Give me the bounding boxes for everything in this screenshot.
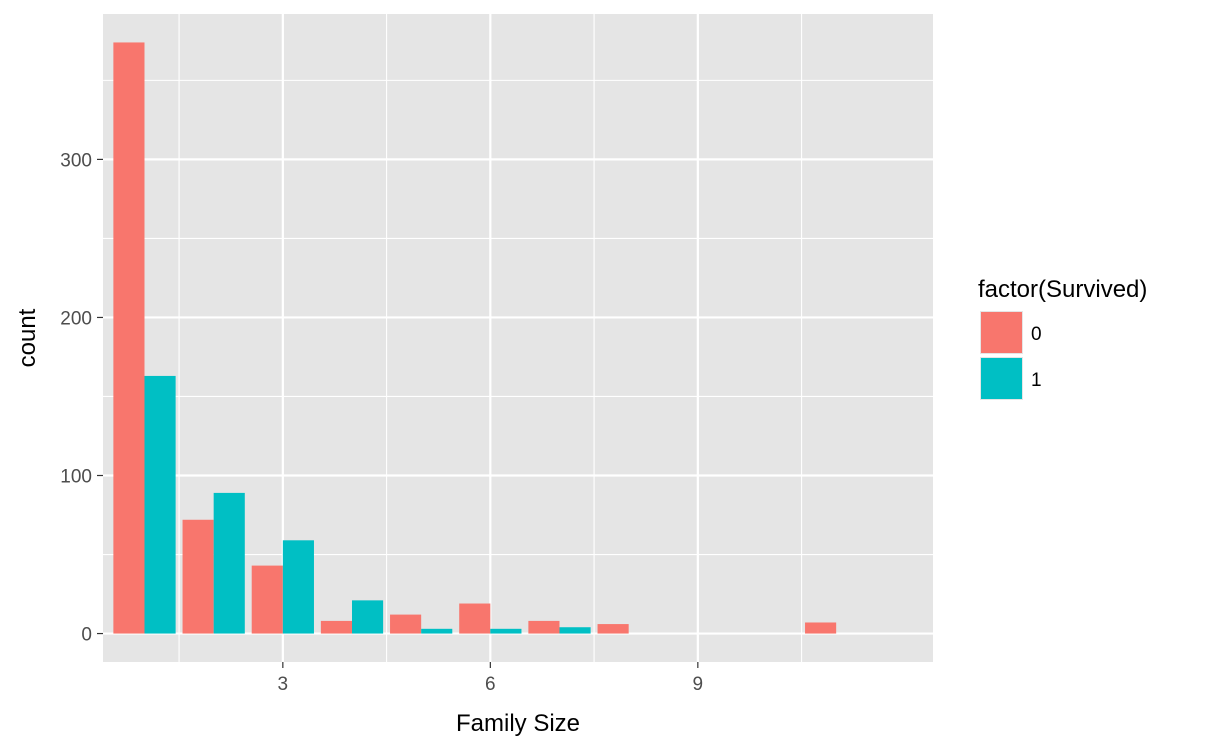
x-tick-label: 3 [278,674,289,695]
y-tick-label: 300 [60,150,92,171]
y-tick-label: 0 [81,625,92,646]
bar-survived-0-size-11 [805,622,837,634]
bar-survived-0-size-6 [459,603,491,634]
legend-label-0: 0 [1031,324,1042,345]
bar-survived-1-size-4 [352,600,384,634]
x-tick-label: 6 [485,674,496,695]
bar-survived-0-size-7 [528,620,560,634]
bar-survived-1-size-5 [421,628,453,634]
bar-survived-0-size-5 [390,614,422,634]
legend-swatch-1 [981,358,1022,399]
bar-survived-0-size-4 [320,620,352,634]
bar-survived-1-size-3 [282,540,314,634]
x-axis: 3 6 9 [278,662,704,695]
minor-gridlines [103,14,933,662]
y-tick-label: 200 [60,308,92,329]
bar-survived-1-size-1 [144,375,176,634]
bars [113,42,837,634]
bar-survived-1-size-7 [559,627,591,634]
legend-swatch-0 [981,312,1022,353]
y-axis: 0 100 200 300 [60,150,103,646]
major-gridlines [103,14,933,662]
x-tick-label: 9 [693,674,704,695]
bar-survived-0-size-8 [597,624,629,634]
bar-survived-0-size-2 [182,519,214,634]
bar-survived-0-size-1 [113,42,145,634]
bar-survived-1-size-6 [490,628,522,634]
y-axis-title: count [14,308,41,367]
bar-survived-1-size-2 [213,492,245,634]
y-tick-label: 100 [60,467,92,488]
legend-title: factor(Survived) [978,276,1147,303]
bar-survived-0-size-3 [251,565,283,634]
legend-label-1: 1 [1031,370,1042,391]
legend: factor(Survived) 0 1 [978,276,1147,400]
x-axis-title: Family Size [456,710,580,737]
